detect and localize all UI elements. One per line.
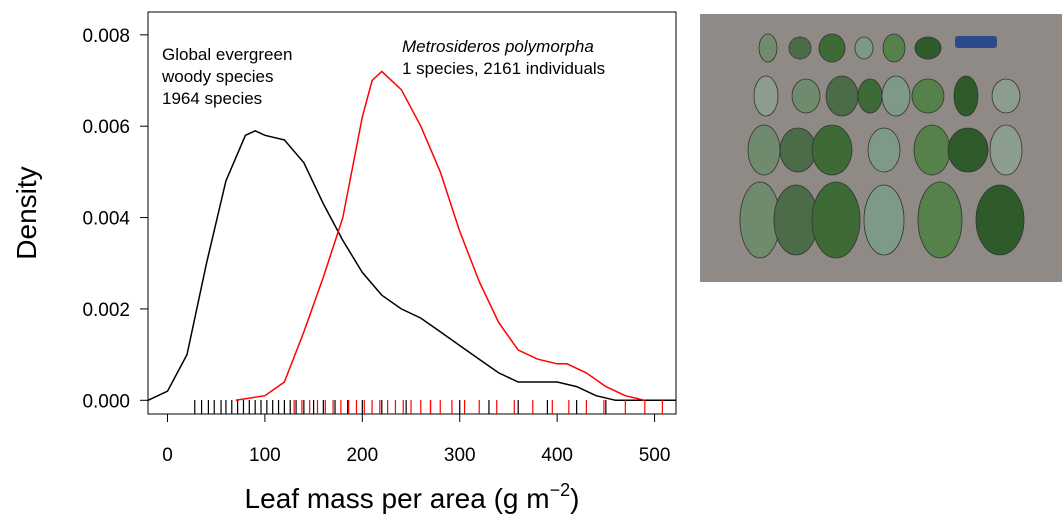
leaf bbox=[991, 78, 1021, 114]
annotation: 1 species, 2161 individuals bbox=[402, 59, 605, 78]
plot-frame bbox=[147, 11, 677, 415]
x-axis-label-part: Leaf mass per area (g m bbox=[245, 483, 550, 514]
x-tick-label: 100 bbox=[249, 445, 281, 466]
y-tick-label: 0.002 bbox=[82, 300, 130, 321]
leaf bbox=[882, 33, 906, 63]
leaf bbox=[881, 75, 911, 117]
leaf bbox=[854, 36, 874, 60]
leaf bbox=[914, 36, 942, 60]
y-tick-label: 0.008 bbox=[82, 26, 130, 47]
y-tick-label: 0.004 bbox=[82, 209, 130, 230]
x-tick-label: 400 bbox=[541, 445, 573, 466]
x-tick-label: 0 bbox=[162, 445, 173, 466]
x-tick-label: 500 bbox=[639, 445, 671, 466]
leaf bbox=[788, 36, 812, 60]
annotation: woody species bbox=[161, 67, 274, 86]
leaf bbox=[791, 78, 821, 114]
x-axis-label-part: ) bbox=[570, 483, 579, 514]
density-line bbox=[147, 129, 676, 402]
leaf bbox=[758, 33, 778, 63]
leaf bbox=[953, 75, 979, 117]
leaf bbox=[863, 184, 905, 256]
leaf bbox=[773, 184, 819, 256]
leaf bbox=[867, 127, 901, 173]
leaf bbox=[818, 33, 846, 63]
density-line bbox=[235, 70, 645, 402]
x-axis-label: Leaf mass per area (g m−2) bbox=[245, 480, 580, 514]
leaf bbox=[753, 75, 779, 117]
leaf bbox=[989, 124, 1023, 176]
annotation: 1964 species bbox=[162, 89, 262, 108]
leaf bbox=[975, 184, 1025, 256]
leaf bbox=[779, 127, 817, 173]
x-tick-label: 200 bbox=[346, 445, 378, 466]
leaf bbox=[747, 124, 781, 176]
y-axis-label: Density bbox=[11, 166, 42, 259]
leaf bbox=[811, 124, 853, 176]
leaf bbox=[947, 127, 989, 173]
leaf-photo bbox=[700, 14, 1062, 282]
y-tick-label: 0.006 bbox=[82, 117, 130, 138]
leaf bbox=[825, 75, 859, 117]
annotation: Metrosideros polymorpha bbox=[402, 37, 594, 56]
x-tick-label: 300 bbox=[444, 445, 476, 466]
leaf bbox=[857, 78, 883, 114]
leaf bbox=[917, 181, 963, 259]
battery bbox=[955, 36, 997, 48]
leaf bbox=[911, 78, 945, 114]
y-tick-label: 0.000 bbox=[82, 391, 130, 412]
leaf bbox=[811, 181, 861, 259]
leaf bbox=[913, 124, 951, 176]
x-axis-label-part: −2 bbox=[550, 480, 571, 500]
annotation: Global evergreen bbox=[162, 45, 292, 64]
